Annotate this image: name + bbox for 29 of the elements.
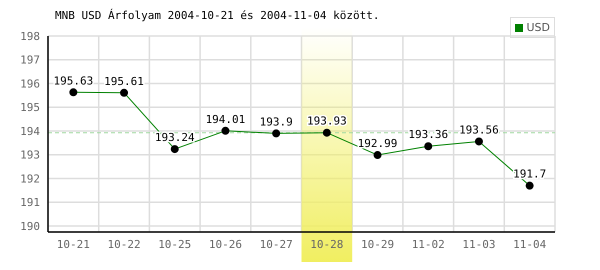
data-label: 195.63: [53, 74, 94, 88]
data-label: 194.01: [206, 112, 246, 126]
data-label: 193.93: [306, 114, 347, 128]
y-tick-label: 198: [20, 30, 40, 43]
x-tick-label: 10-25: [158, 238, 192, 251]
y-tick-label: 193: [20, 148, 40, 162]
x-tick-label: 10-27: [260, 238, 293, 251]
x-tick-label: 11-03: [462, 238, 496, 251]
x-tick-label: 11-02: [412, 238, 445, 251]
y-tick-label: 196: [20, 77, 40, 90]
legend-label: USD: [525, 21, 550, 34]
chart-title: MNB USD Árfolyam 2004-10-21 és 2004-11-04 között.: [55, 9, 380, 22]
data-label: 193.9: [260, 115, 293, 128]
data-label: 195.61: [104, 74, 144, 88]
x-tick-label: 11-04: [513, 238, 547, 251]
x-tick-label: 10-21: [56, 238, 90, 251]
y-tick-label: 190: [20, 220, 40, 233]
x-tick-label: 10-26: [208, 238, 242, 251]
data-label: 192.99: [358, 137, 398, 150]
x-tick-label: 10-22: [107, 238, 141, 251]
y-tick-label: 194: [20, 124, 40, 138]
y-tick-label: 197: [20, 54, 40, 67]
y-tick-label: 195: [20, 101, 40, 114]
x-tick-label: 10-29: [360, 238, 394, 251]
y-tick-label: 191: [20, 196, 40, 210]
x-tick-label: 10-28: [310, 238, 344, 251]
data-label: 193.56: [459, 123, 499, 136]
data-label: 193.36: [408, 128, 448, 142]
y-tick-label: 192: [20, 172, 40, 186]
